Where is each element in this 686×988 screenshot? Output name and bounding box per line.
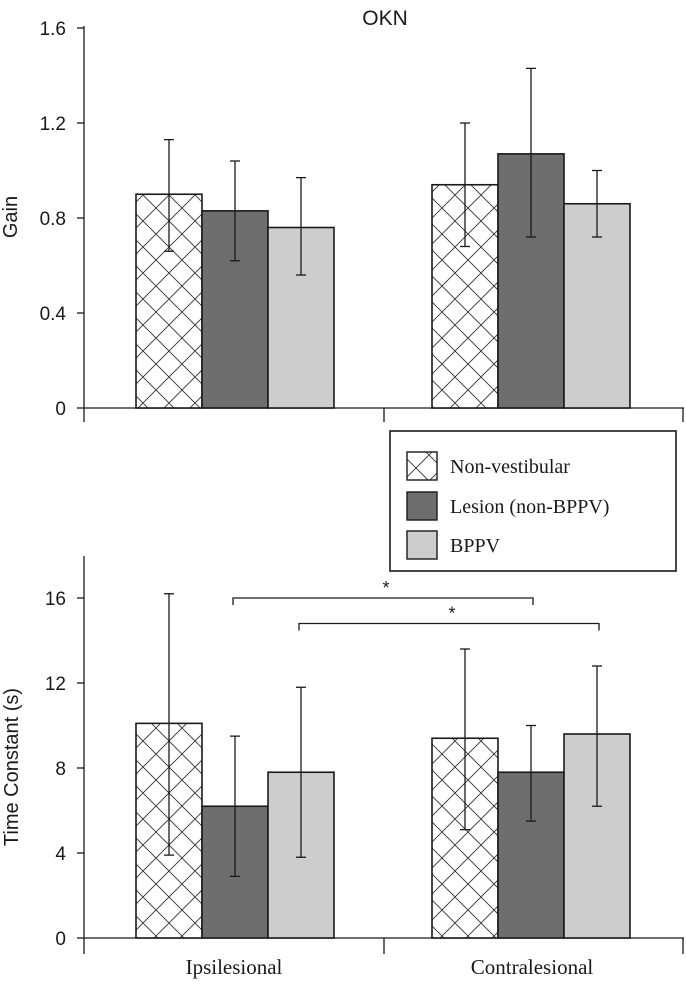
legend-label-bppv: BPPV xyxy=(450,535,501,557)
legend: Non-vestibular Lesion (non-BPPV) BPPV xyxy=(389,430,677,572)
tc-y-tick-label: 16 xyxy=(45,589,66,610)
tc-bars xyxy=(135,593,631,939)
gain-bars xyxy=(135,67,631,409)
legend-swatch-nonvestibular xyxy=(406,451,438,481)
gain-y-tick-label: 0.4 xyxy=(40,304,67,325)
category-label-contralesional: Contralesional xyxy=(471,955,594,979)
significance-bracket xyxy=(232,597,534,605)
tc-significance: ** xyxy=(232,578,600,631)
significance-marker: * xyxy=(382,578,389,598)
legend-swatch-lesion xyxy=(406,491,438,521)
tc-y-tick-label: 8 xyxy=(55,759,66,780)
gain-y-tick-label: 0 xyxy=(55,399,66,420)
category-label-ipsilesional: Ipsilesional xyxy=(186,955,283,979)
legend-label-nonvestibular: Non-vestibular xyxy=(450,456,570,478)
tc-y-tick-label: 12 xyxy=(45,674,66,695)
category-labels: Ipsilesional Contralesional xyxy=(186,955,594,979)
gain-y-tick-label: 0.8 xyxy=(40,209,66,230)
gain-y-axis-title: Gain xyxy=(0,196,22,238)
legend-label-lesion: Lesion (non-BPPV) xyxy=(450,496,609,518)
gain-chart-title: OKN xyxy=(362,7,408,30)
gain-y-tick-label: 1.6 xyxy=(40,19,66,40)
significance-marker: * xyxy=(448,604,455,624)
tc-y-tick-label: 4 xyxy=(55,844,66,865)
gain-bar-bppv-contralesional xyxy=(563,202,631,409)
tc-y-tick-label: 0 xyxy=(55,929,66,950)
gain-panel: OKN Gain 0 0.4 0.8 1.2 1.6 xyxy=(0,7,684,422)
legend-swatch-bppv xyxy=(406,530,438,560)
tc-y-axis-title: Time Constant (s) xyxy=(1,688,23,846)
gain-y-tick-label: 1.2 xyxy=(40,114,66,135)
significance-bracket xyxy=(298,622,600,631)
